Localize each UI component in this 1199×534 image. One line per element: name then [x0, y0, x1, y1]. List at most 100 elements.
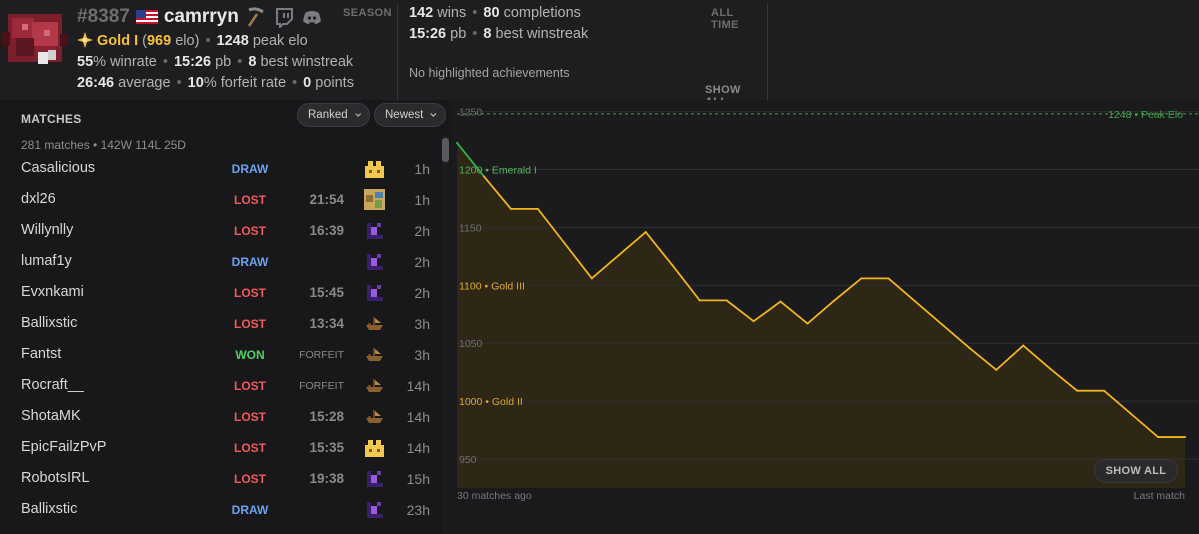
match-row[interactable]: Ballixstic DRAW 23h — [0, 494, 440, 525]
elo-point — [698, 299, 701, 302]
match-time: 16:39 — [309, 223, 344, 238]
match-row[interactable]: lumaf1y DRAW 2h — [0, 246, 440, 277]
elo-point — [1076, 389, 1079, 392]
match-age: 1h — [414, 192, 430, 208]
opponent-name[interactable]: Willynlly — [21, 222, 74, 238]
elo-chart-svg: 950 1050 1150 1250 1248 • Peak Elo 1200 • Eme… — [456, 100, 1199, 502]
opponent-name[interactable]: ShotaMK — [21, 408, 81, 424]
elo-point — [536, 207, 539, 210]
match-row[interactable]: dxl26 LOST 21:54 1h — [0, 184, 440, 215]
leaderboard-rank: #8387 — [77, 6, 130, 27]
match-type-dropdown[interactable]: Ranked — [297, 103, 370, 127]
match-result: DRAW — [231, 503, 269, 517]
achievements-text: No highlighted achievements — [409, 66, 570, 80]
pb-value: 15:26 — [173, 54, 212, 70]
ruined-portal-icon — [367, 471, 383, 487]
average-label: average — [118, 75, 171, 91]
elo-point — [968, 346, 971, 349]
average-line: 26:46 average • 10% forfeit rate • 0 poi… — [77, 75, 354, 91]
chevron-down-icon — [354, 113, 361, 117]
opponent-name[interactable]: Ballixstic — [21, 501, 78, 517]
opponent-name[interactable]: EpicFailzPvP — [21, 439, 107, 455]
header-divider-right — [767, 4, 768, 100]
match-age: 1h — [414, 161, 430, 177]
x-end-label: Last match — [1134, 490, 1186, 502]
opponent-name[interactable]: Fantst — [21, 346, 62, 362]
elo-point — [725, 299, 728, 302]
match-age: 14h — [406, 440, 430, 456]
alltime-wins-value: 142 — [409, 5, 434, 21]
opponent-name[interactable]: Ballixstic — [21, 315, 78, 331]
match-type-value: Ranked — [308, 109, 348, 121]
match-age: 23h — [406, 502, 430, 518]
match-age: 15h — [406, 471, 430, 487]
elo-word: elo — [175, 33, 195, 49]
rank-line: Gold I (969 elo) • 1248 peak elo — [77, 31, 397, 52]
forfeit-rate-value: 10 — [187, 75, 204, 91]
reference-line-label: 1000 • Gold II — [459, 396, 523, 408]
match-time: FORFEIT — [299, 380, 344, 392]
match-list-scrollbar[interactable] — [442, 136, 449, 534]
match-row[interactable]: Ballixstic LOST 13:34 3h — [0, 308, 440, 339]
sort-dropdown[interactable]: Newest — [374, 103, 446, 127]
alltime-pb-label: pb — [450, 26, 467, 42]
match-time: 13:34 — [309, 316, 344, 331]
profile-header: #8387 camrryn — [0, 0, 1199, 108]
reference-line-label: 1248 • Peak Elo — [1108, 109, 1183, 121]
match-result: LOST — [234, 441, 266, 455]
match-result: DRAW — [231, 162, 269, 176]
alltime-label: ALL TIME — [711, 7, 739, 31]
reference-line-label: 1200 • Emerald I — [459, 164, 537, 176]
matches-summary: 281 matches • 142W 114L 25D — [21, 138, 186, 152]
gold-rank-icon — [77, 32, 93, 48]
season-label: SEASON — [343, 7, 392, 19]
opponent-name[interactable]: Rocraft__ — [21, 377, 84, 393]
rank-tier: Gold I — [97, 33, 139, 49]
elo-point — [995, 368, 998, 371]
match-result: LOST — [234, 379, 266, 393]
opponent-name[interactable]: Evxnkami — [21, 284, 84, 300]
match-row[interactable]: Fantst WON FORFEIT 3h — [0, 339, 440, 370]
elo-point — [1022, 344, 1025, 347]
match-time: FORFEIT — [299, 349, 344, 361]
elo-point — [941, 323, 944, 326]
elo-point — [752, 320, 755, 323]
y-tick-label: 950 — [459, 454, 477, 466]
elo-point — [833, 299, 836, 302]
username: camrryn — [163, 6, 239, 27]
x-start-label: 30 matches ago — [457, 490, 532, 502]
opponent-name[interactable]: RobotsIRL — [21, 470, 90, 486]
match-time: 15:35 — [309, 440, 344, 455]
match-row[interactable]: Willynlly LOST 16:39 2h — [0, 215, 440, 246]
ruined-portal-icon — [367, 254, 383, 270]
shipwreck-icon — [366, 348, 383, 361]
scrollbar-thumb[interactable] — [442, 138, 449, 162]
match-row[interactable]: ShotaMK LOST 15:28 14h — [0, 401, 440, 432]
shipwreck-icon — [366, 410, 383, 423]
match-time: 21:54 — [309, 192, 344, 207]
opponent-name[interactable]: Casalicious — [21, 160, 96, 176]
forfeit-rate-label: forfeit rate — [220, 75, 287, 91]
match-result: LOST — [234, 224, 266, 238]
discord-icon[interactable] — [301, 6, 323, 28]
alltime-stats: 142 wins • 80 completions 15:26 pb • 8 b… — [409, 3, 764, 108]
twitch-icon[interactable] — [273, 6, 295, 28]
match-age: 3h — [414, 347, 430, 363]
match-row[interactable]: Evxnkami LOST 15:45 2h — [0, 277, 440, 308]
chart-show-all-button[interactable]: SHOW ALL — [1094, 459, 1178, 483]
winrate-line: 55% winrate • 15:26 pb • 8 best winstrea… — [77, 54, 354, 70]
elo-point — [644, 231, 647, 234]
match-time: 15:28 — [309, 409, 344, 424]
opponent-name[interactable]: lumaf1y — [21, 253, 72, 269]
match-row[interactable]: RobotsIRL LOST 19:38 15h — [0, 463, 440, 494]
match-result: LOST — [234, 410, 266, 424]
elo-point — [887, 277, 890, 280]
opponent-name[interactable]: dxl26 — [21, 191, 56, 207]
match-row[interactable]: Casalicious DRAW 1h — [0, 153, 440, 184]
match-row[interactable]: Rocraft__ LOST FORFEIT 14h — [0, 370, 440, 401]
elo-area-fill — [457, 142, 1185, 488]
elo-point — [1130, 412, 1133, 415]
match-result: LOST — [234, 286, 266, 300]
match-row[interactable]: EpicFailzPvP LOST 15:35 14h — [0, 432, 440, 463]
alltime-wins-line: 142 wins • 80 completions — [409, 5, 581, 21]
